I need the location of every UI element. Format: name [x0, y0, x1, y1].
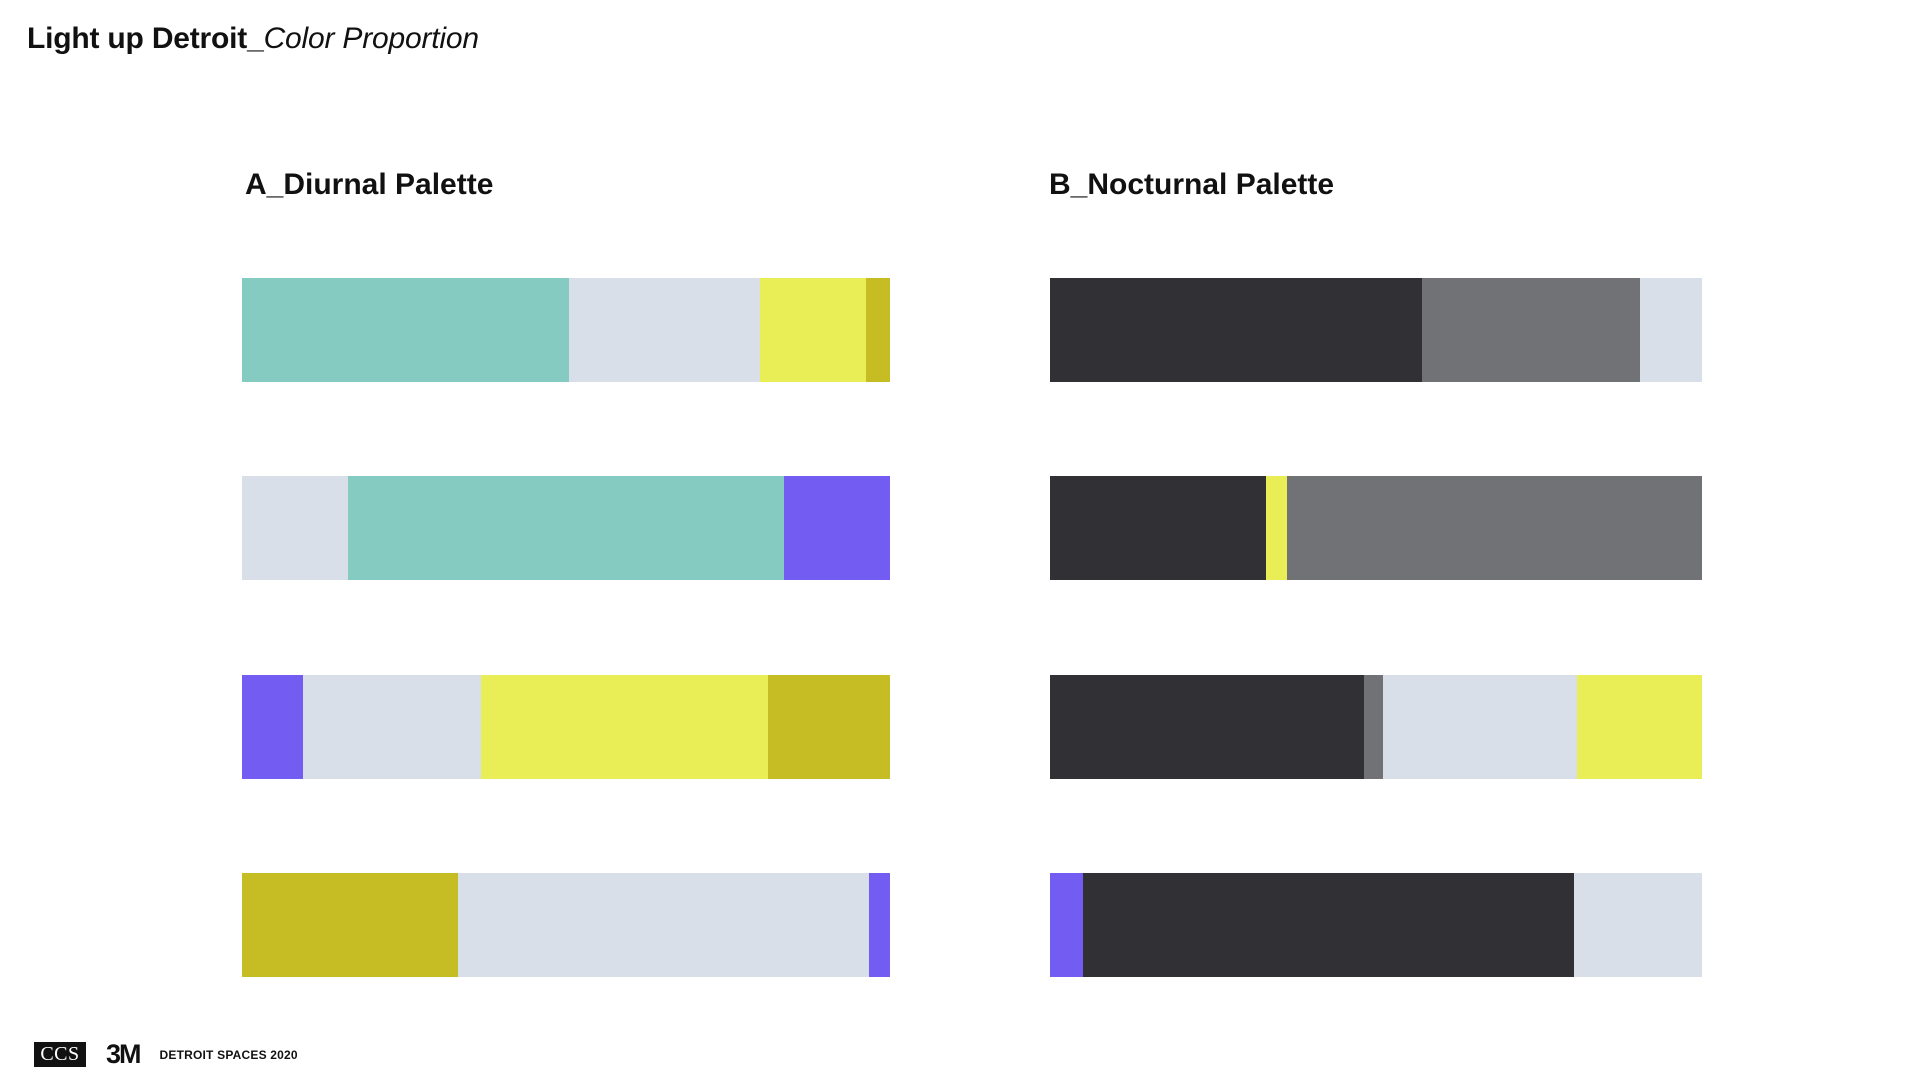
nocturnal-palette-title: B_Nocturnal Palette: [1049, 168, 1335, 201]
diurnal-bar-3-segment-2-light-gray: [302, 675, 482, 779]
3m-logo: 3M: [106, 1039, 141, 1069]
diurnal-bar-1-segment-4-olive: [866, 278, 890, 382]
nocturnal-bar-1-segment-2-gray: [1421, 278, 1641, 382]
slide-title-main: Light up Detroit_: [27, 22, 264, 55]
nocturnal-bar-3: [1050, 675, 1702, 779]
nocturnal-bar-2-segment-3-gray: [1287, 476, 1702, 580]
nocturnal-bar-3-segment-4-yellow: [1577, 675, 1702, 779]
nocturnal-bar-4-segment-2-charcoal: [1082, 873, 1574, 977]
ccs-logo: CCS: [34, 1042, 86, 1067]
nocturnal-bar-4-segment-3-light-gray: [1573, 873, 1702, 977]
diurnal-bar-4-segment-3-purple: [869, 873, 890, 977]
footer: CCS 3M DETROIT SPACES 2020: [34, 1039, 298, 1069]
nocturnal-bar-2-segment-1-charcoal: [1050, 476, 1267, 580]
diurnal-bar-2: [242, 476, 890, 580]
diurnal-bar-4: [242, 873, 890, 977]
diurnal-bar-2-segment-1-light-gray: [242, 476, 348, 580]
slide-title: Light up Detroit_Color Proportion: [27, 22, 479, 56]
nocturnal-bar-4-segment-1-purple: [1050, 873, 1083, 977]
footer-text: DETROIT SPACES 2020: [159, 1047, 298, 1062]
diurnal-bar-3-segment-3-yellow: [481, 675, 768, 779]
diurnal-bar-4-segment-1-olive: [242, 873, 458, 977]
diurnal-bar-1-segment-1-teal: [242, 278, 570, 382]
nocturnal-bar-2-segment-2-yellow: [1266, 476, 1288, 580]
diurnal-bar-1: [242, 278, 890, 382]
nocturnal-bar-4: [1050, 873, 1702, 977]
slide-title-subtitle: Color Proportion: [263, 22, 479, 55]
diurnal-bar-3-segment-4-olive: [767, 675, 890, 779]
diurnal-bar-1-segment-3-yellow: [760, 278, 866, 382]
diurnal-bar-2-segment-2-teal: [347, 476, 785, 580]
nocturnal-bar-1: [1050, 278, 1702, 382]
nocturnal-bar-3-segment-2-gray: [1364, 675, 1384, 779]
nocturnal-bar-1-segment-3-light-gray: [1640, 278, 1702, 382]
diurnal-palette-title: A_Diurnal Palette: [245, 168, 494, 201]
diurnal-bar-3-segment-1-purple: [242, 675, 303, 779]
nocturnal-bar-3-segment-3-light-gray: [1383, 675, 1578, 779]
diurnal-bar-3: [242, 675, 890, 779]
diurnal-bar-1-segment-2-light-gray: [569, 278, 761, 382]
nocturnal-bar-2: [1050, 476, 1702, 580]
nocturnal-bar-3-segment-1-charcoal: [1050, 675, 1365, 779]
diurnal-bar-2-segment-3-purple: [784, 476, 890, 580]
nocturnal-bar-1-segment-1-charcoal: [1050, 278, 1422, 382]
diurnal-bar-4-segment-2-light-gray: [457, 873, 870, 977]
